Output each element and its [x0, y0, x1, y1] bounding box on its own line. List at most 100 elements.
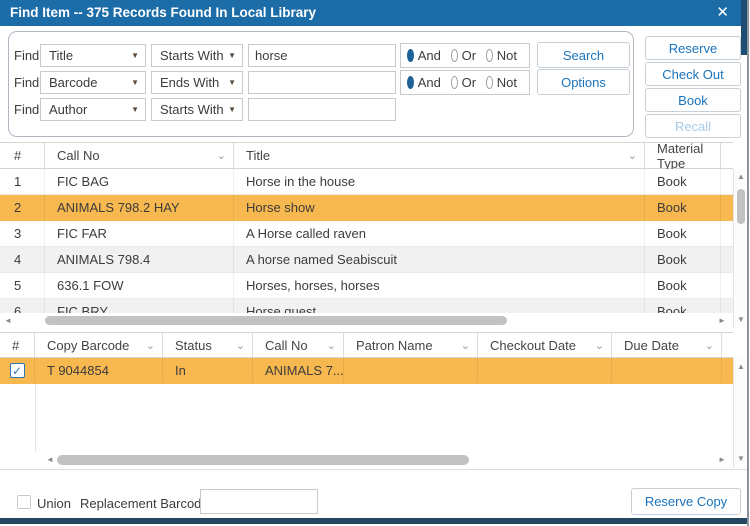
- col-header-status[interactable]: Status ⌄: [163, 333, 253, 357]
- chevron-down-icon[interactable]: ⌄: [235, 339, 245, 352]
- options-button[interactable]: Options: [537, 69, 630, 95]
- field-dropdown-2[interactable]: Barcode ▼: [40, 71, 146, 94]
- search-term-input-2[interactable]: [248, 71, 396, 94]
- dropdown-arrow-icon: ▼: [131, 78, 139, 87]
- col-header-call-no-label: Call No: [57, 148, 100, 163]
- chevron-down-icon[interactable]: ⌄: [594, 339, 604, 352]
- window-bottom-border: [0, 518, 747, 524]
- table-row-selected[interactable]: 2 ANIMALS 798.2 HAY Horse show Book: [0, 195, 733, 221]
- col-header-patron-name[interactable]: Patron Name ⌄: [344, 333, 478, 357]
- cell-call-no: ANIMALS 7...: [253, 358, 344, 383]
- scrollbar-thumb[interactable]: [45, 316, 507, 325]
- chevron-down-icon[interactable]: ⌄: [326, 339, 336, 352]
- operator-dropdown-1[interactable]: Starts With ▼: [151, 44, 243, 67]
- copies-horizontal-scrollbar[interactable]: ◄ ►: [42, 452, 733, 468]
- scroll-left-icon[interactable]: ◄: [4, 316, 12, 325]
- cell-material-type: Book: [645, 169, 721, 194]
- cell-title: A horse named Seabiscuit: [234, 247, 645, 272]
- radio-and-label: And: [417, 75, 441, 90]
- radio-and-selected[interactable]: [407, 76, 414, 89]
- search-button[interactable]: Search: [537, 42, 630, 68]
- col-header-call-no[interactable]: Call No ⌄: [45, 143, 234, 168]
- connector-group-1: And Or Not: [400, 43, 530, 68]
- cell-call-no: FIC FAR: [45, 221, 234, 246]
- reserve-button[interactable]: Reserve: [645, 36, 741, 60]
- scroll-right-icon[interactable]: ►: [718, 455, 726, 464]
- radio-not[interactable]: [486, 76, 493, 89]
- results-horizontal-scrollbar[interactable]: ◄ ►: [0, 313, 733, 328]
- cell-due-date: [612, 358, 722, 383]
- chevron-down-icon[interactable]: ⌄: [145, 339, 155, 352]
- table-row[interactable]: 1 FIC BAG Horse in the house Book: [0, 169, 733, 195]
- cell-material-type: Book: [645, 195, 721, 220]
- cell-call-no: FIC BAG: [45, 169, 234, 194]
- col-header-status-label: Status: [175, 337, 212, 353]
- scroll-down-icon[interactable]: ▼: [737, 454, 745, 463]
- col-header-call-no[interactable]: Call No ⌄: [253, 333, 344, 357]
- scroll-up-icon[interactable]: ▲: [737, 362, 745, 371]
- chevron-down-icon[interactable]: ⌄: [627, 150, 637, 162]
- cell-patron-name: [344, 358, 478, 383]
- table-row[interactable]: 5 636.1 FOW Horses, horses, horses Book: [0, 273, 733, 299]
- find-label-1: Find: [14, 48, 40, 63]
- col-header-title-label: Title: [246, 148, 271, 163]
- radio-or-label: Or: [461, 75, 477, 90]
- scrollbar-thumb[interactable]: [737, 189, 745, 224]
- chevron-down-icon[interactable]: ⌄: [704, 339, 714, 352]
- cell-call-no: ANIMALS 798.2 HAY: [45, 195, 234, 220]
- col-header-checkout-date[interactable]: Checkout Date ⌄: [478, 333, 612, 357]
- field-dropdown-3[interactable]: Author ▼: [40, 98, 146, 121]
- replacement-barcode-input[interactable]: [200, 489, 318, 514]
- radio-or-label: Or: [461, 48, 477, 63]
- cell-num: 1: [0, 169, 45, 194]
- table-row[interactable]: 3 FIC FAR A Horse called raven Book: [0, 221, 733, 247]
- copy-row-selected[interactable]: ✓ T 9044854 In ANIMALS 7...: [0, 358, 733, 384]
- table-row[interactable]: 6 FIC BRY Horse guest Book: [0, 299, 733, 313]
- cell-checkout-date: [478, 358, 612, 383]
- col-header-call-no-label: Call No: [265, 337, 308, 353]
- col-header-num-label: #: [14, 148, 22, 163]
- cell-filler: [721, 299, 733, 313]
- radio-and-selected[interactable]: [407, 49, 414, 62]
- dropdown-arrow-icon: ▼: [228, 105, 236, 114]
- cell-title: Horse show: [234, 195, 645, 220]
- operator-dropdown-3-value: Starts With: [160, 102, 224, 117]
- radio-or[interactable]: [450, 49, 458, 62]
- radio-not[interactable]: [486, 49, 493, 62]
- footer-divider: [0, 469, 747, 470]
- radio-not-label: Not: [496, 75, 517, 90]
- chevron-down-icon[interactable]: ⌄: [216, 150, 226, 162]
- search-term-input-3[interactable]: [248, 98, 396, 121]
- table-row[interactable]: 4 ANIMALS 798.4 A horse named Seabiscuit…: [0, 247, 733, 273]
- reserve-copy-button[interactable]: Reserve Copy: [631, 488, 741, 515]
- col-header-copy-barcode[interactable]: Copy Barcode ⌄: [35, 333, 163, 357]
- col-header-due-date[interactable]: Due Date ⌄: [612, 333, 722, 357]
- radio-or[interactable]: [450, 76, 458, 89]
- scroll-right-icon[interactable]: ►: [718, 316, 726, 325]
- col-header-num: #: [0, 333, 35, 357]
- col-header-material-type[interactable]: Material Type: [645, 141, 721, 171]
- chevron-down-icon[interactable]: ⌄: [460, 339, 470, 352]
- operator-dropdown-2-value: Ends With: [160, 75, 220, 90]
- operator-dropdown-2[interactable]: Ends With ▼: [151, 71, 243, 94]
- connector-group-2: And Or Not: [400, 70, 530, 95]
- close-icon[interactable]: ✕: [716, 4, 729, 21]
- scroll-up-icon[interactable]: ▲: [737, 172, 745, 181]
- field-dropdown-1[interactable]: Title ▼: [40, 44, 146, 67]
- search-term-input-1[interactable]: [248, 44, 396, 67]
- cell-copy-barcode: T 9044854: [35, 358, 163, 383]
- col-header-copy-barcode-label: Copy Barcode: [47, 337, 130, 353]
- book-button[interactable]: Book: [645, 88, 741, 112]
- scroll-down-icon[interactable]: ▼: [737, 315, 745, 324]
- col-header-title[interactable]: Title ⌄: [234, 143, 645, 168]
- operator-dropdown-3[interactable]: Starts With ▼: [151, 98, 243, 121]
- copies-vertical-scrollbar[interactable]: ▲ ▼: [733, 358, 747, 468]
- check-out-button[interactable]: Check Out: [645, 62, 741, 86]
- scroll-left-icon[interactable]: ◄: [46, 455, 54, 464]
- copy-checkbox-checked[interactable]: ✓: [9, 363, 25, 378]
- radio-not-label: Not: [496, 48, 517, 63]
- scrollbar-thumb[interactable]: [57, 455, 469, 465]
- union-checkbox[interactable]: [17, 495, 31, 509]
- col-header-checkout-date-label: Checkout Date: [490, 337, 576, 353]
- results-vertical-scrollbar[interactable]: ▲ ▼: [733, 169, 747, 328]
